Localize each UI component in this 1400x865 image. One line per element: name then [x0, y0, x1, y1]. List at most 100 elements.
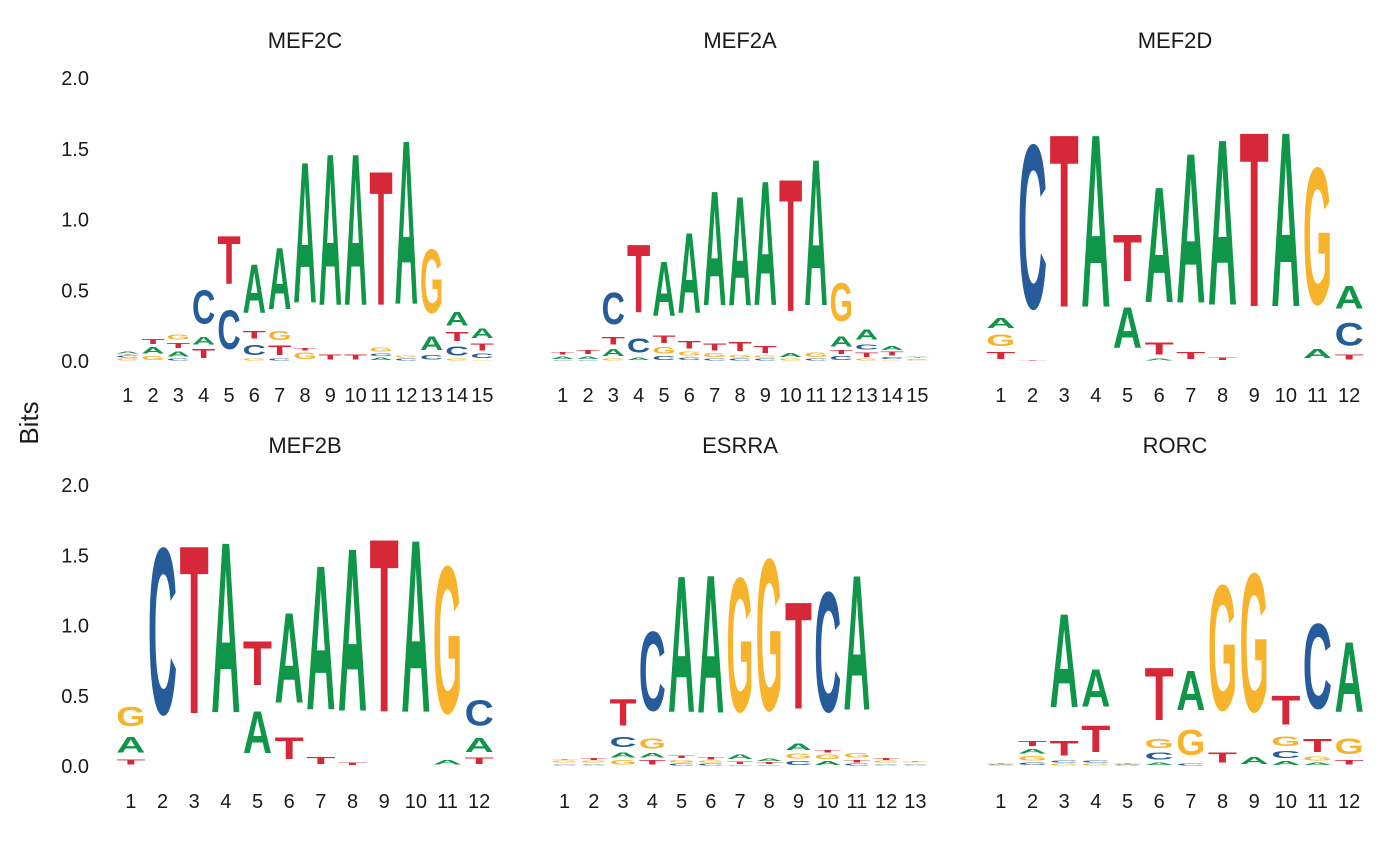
x-tick-label: 8 [347, 791, 358, 813]
logo-letter-c: C [580, 763, 607, 764]
logo-letter-a: A [986, 315, 1015, 332]
logo-letter-c: C [668, 763, 695, 766]
x-tick-label: 7 [709, 385, 720, 407]
logo-letter-t: T [1335, 353, 1364, 361]
logo-letter-a: A [652, 245, 675, 333]
logo-letter-a: A [855, 326, 878, 343]
logo-letter-g: G [1335, 734, 1364, 760]
logo-letter-c: C [830, 355, 854, 361]
logo-letter-a: A [344, 107, 367, 350]
logo-letter-g: G [1145, 737, 1174, 751]
logo-letter-a: A [639, 752, 666, 759]
logo-letter-a: A [754, 145, 777, 344]
logo-letter-c: C [465, 693, 494, 734]
x-tick-label: 11 [371, 385, 392, 407]
logo-letter-a: A [1145, 358, 1174, 361]
logo-panel-esrra: ESRRA1ACGT2ACGT3GACT4TAGC5CGTA6CGTA7CTAG… [551, 433, 929, 813]
x-tick-label: 5 [1122, 791, 1133, 813]
x-tick-label: 6 [249, 385, 260, 407]
x-tick-label: 11 [1307, 385, 1328, 407]
logo-letter-c: C [1176, 763, 1205, 766]
x-tick-label: 11 [847, 791, 868, 813]
logo-letter-a: A [1113, 296, 1142, 361]
x-tick-label: 10 [1275, 791, 1297, 813]
logo-letter-c: C [873, 763, 900, 764]
logo-letter-a: A [275, 586, 304, 730]
logo-letter-g: G [785, 752, 812, 760]
x-tick-label: 2 [582, 385, 593, 407]
logo-letter-g: G [395, 355, 418, 358]
logo-letter-g: G [754, 355, 777, 358]
logo-letter-g: G [830, 272, 853, 333]
logo-letter-a: A [1240, 755, 1269, 766]
logo-letter-c: C [1303, 600, 1332, 736]
x-tick-label: 10 [817, 791, 839, 813]
logo-letter-c: C [727, 765, 754, 766]
logo-letter-g: G [602, 358, 625, 361]
x-tick-label: 7 [1185, 385, 1196, 407]
logo-letter-c: C [1145, 751, 1174, 762]
x-tick-label: 8 [734, 385, 745, 407]
logo-letter-c: C [785, 760, 812, 766]
logo-letter-t: T [678, 338, 701, 351]
logo-letter-g: G [678, 351, 701, 357]
x-tick-label: 3 [618, 791, 629, 813]
logo-letter-c: C [116, 355, 139, 358]
logo-letter-c: C [639, 608, 666, 734]
y-axis-title: Bits [14, 401, 44, 444]
x-tick-label: 12 [830, 385, 852, 407]
logo-letter-g: G [902, 762, 929, 763]
logo-letter-a: A [756, 758, 783, 762]
x-tick-label: 7 [315, 791, 326, 813]
x-tick-label: 7 [734, 791, 745, 813]
x-tick-label: 6 [284, 791, 295, 813]
logo-letter-a: A [401, 488, 430, 764]
logo-letter-t: T [779, 139, 802, 351]
logo-letter-t: T [1050, 737, 1080, 761]
logo-letter-g: G [986, 764, 1015, 765]
logo-letter-c: C [268, 358, 291, 361]
logo-letter-a: A [602, 347, 625, 358]
x-tick-label: 15 [471, 385, 493, 407]
logo-letter-a: A [116, 351, 139, 354]
x-tick-label: 12 [395, 385, 417, 407]
panel-title: ESRRA [702, 433, 778, 458]
x-tick-label: 1 [559, 791, 570, 813]
logo-letter-a: A [804, 115, 827, 350]
x-tick-label: 6 [1154, 791, 1165, 813]
x-tick-label: 6 [705, 791, 716, 813]
logo-letter-c: C [602, 284, 625, 335]
x-tick-label: 2 [1027, 385, 1038, 407]
logo-letter-a: A [338, 500, 367, 761]
x-tick-label: 4 [1090, 791, 1101, 813]
logo-letter-t: T [1081, 719, 1110, 761]
logo-letter-g: G [116, 358, 139, 361]
logo-letter-t: T [728, 340, 752, 354]
logo-letter-t: T [1145, 338, 1174, 358]
logo-letter-t: T [338, 762, 368, 766]
logo-letter-a: A [395, 91, 418, 354]
logo-letter-t: T [445, 330, 469, 344]
logo-panels: MEF2C0.00.51.01.52.01GCTA2GAT3CATG4TAC5C… [61, 28, 1364, 813]
logo-letter-c: C [843, 763, 870, 766]
logo-letter-a: A [830, 333, 853, 350]
x-tick-label: 15 [906, 385, 928, 407]
logo-letter-a: A [465, 733, 494, 756]
x-tick-label: 1 [122, 385, 133, 407]
y-tick-label: 1.0 [61, 210, 89, 232]
logo-letter-t: T [1018, 360, 1048, 361]
x-tick-label: 8 [1217, 385, 1228, 407]
logo-letter-g: G [843, 752, 870, 759]
logo-letter-a: A [116, 732, 145, 758]
logo-letter-a: A [192, 334, 215, 347]
logo-letter-g: G [1050, 763, 1079, 766]
logo-letter-g: G [986, 332, 1015, 350]
logo-letter-g: G [471, 360, 494, 361]
x-tick-label: 4 [198, 385, 209, 407]
logo-letter-c: C [471, 352, 495, 359]
logo-letter-a: A [1081, 659, 1110, 719]
logo-letter-t: T [116, 354, 140, 355]
x-tick-label: 6 [1154, 385, 1165, 407]
logo-letter-a: A [627, 357, 650, 361]
logo-letter-t: T [167, 341, 191, 350]
